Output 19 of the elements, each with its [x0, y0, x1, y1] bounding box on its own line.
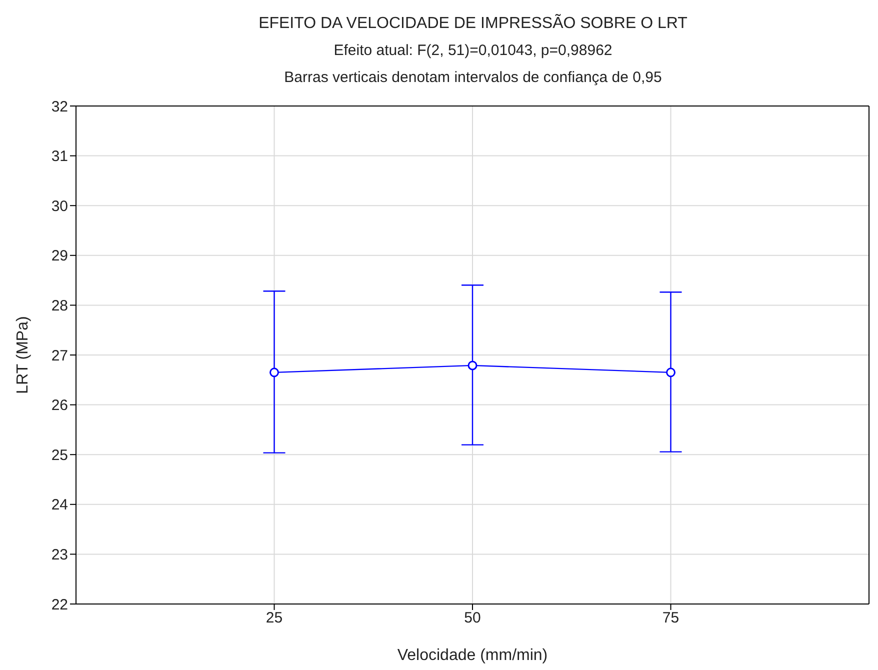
- y-tick-label: 31: [51, 148, 68, 166]
- y-tick-label: 24: [51, 496, 68, 514]
- y-tick-label: 22: [51, 596, 68, 614]
- chart-title: EFEITO DA VELOCIDADE DE IMPRESSÃO SOBRE O LRT: [258, 13, 688, 34]
- y-tick-label: 25: [51, 446, 68, 464]
- y-tick-label: 26: [51, 397, 68, 414]
- x-axis-title: Velocidade (mm/min): [397, 647, 548, 664]
- y-tick-label: 30: [51, 198, 68, 215]
- y-tick-label: 28: [51, 298, 68, 315]
- x-tick-label: 50: [464, 610, 481, 627]
- y-tick-label: 29: [51, 248, 68, 265]
- y-axis-title: LRT (MPa): [14, 316, 32, 394]
- y-tick-label: 32: [51, 98, 68, 116]
- text: Barras verticais denotam intervalos de confiança de 0,95: [283, 68, 663, 88]
- x-tick-label: 75: [662, 610, 680, 627]
- y-tick-label: 23: [51, 546, 68, 564]
- y-tick-label: 27: [51, 347, 68, 364]
- x-tick-label: 25: [266, 610, 283, 627]
- chart-subtitle: Efeito atual: F(2, 51)=0,01043, p=0,98962: [332, 41, 614, 61]
